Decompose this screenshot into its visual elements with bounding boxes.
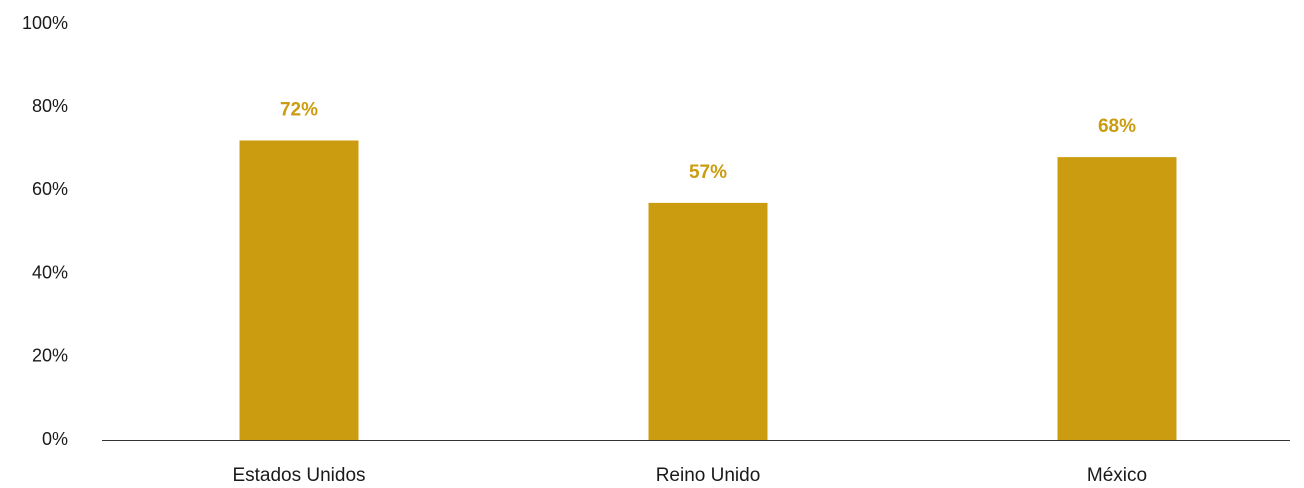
y-tick-label: 100% xyxy=(22,13,68,33)
data-labels: 72% 57% 68% xyxy=(280,99,1136,182)
y-tick-label: 60% xyxy=(32,179,68,199)
bar xyxy=(648,202,768,440)
bar-value-label: 68% xyxy=(1098,116,1136,137)
y-tick-label: 0% xyxy=(42,429,68,449)
y-tick-label: 20% xyxy=(32,346,68,366)
y-tick-label: 80% xyxy=(32,96,68,116)
bar xyxy=(1057,157,1177,440)
bars xyxy=(239,140,1177,441)
y-tick-label: 40% xyxy=(32,262,68,282)
y-axis-ticks: 0% 20% 40% 60% 80% 100% xyxy=(22,13,68,449)
bar-value-label: 57% xyxy=(689,162,727,183)
x-axis-category-labels: Estados Unidos Reino Unido México xyxy=(232,465,1147,486)
bar-value-label: 72% xyxy=(280,99,318,120)
x-category-label: México xyxy=(1087,465,1147,486)
x-category-label: Reino Unido xyxy=(656,465,761,486)
x-category-label: Estados Unidos xyxy=(232,465,365,486)
bar xyxy=(239,140,359,441)
